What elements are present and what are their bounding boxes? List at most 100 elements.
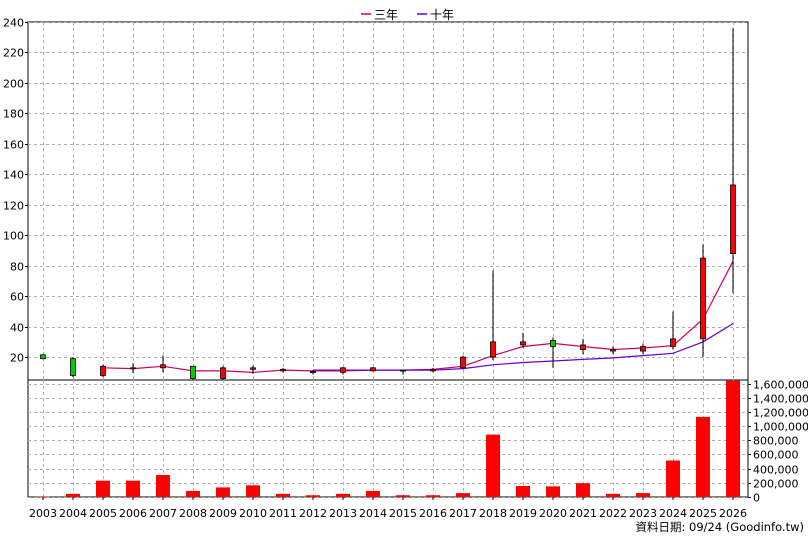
candle-body <box>670 338 676 347</box>
price-tick-label: 20 <box>10 352 24 365</box>
candle-body <box>70 358 76 376</box>
price-tick-label: 60 <box>10 291 24 304</box>
price-tick-label: 240 <box>3 17 24 30</box>
x-tick-label: 2012 <box>299 507 327 520</box>
candle-body <box>340 367 346 373</box>
volume-tick-label: 1,400,000 <box>753 393 808 406</box>
candle-body <box>100 365 106 376</box>
x-tick-label: 2026 <box>719 507 747 520</box>
price-tick-label: 40 <box>10 322 24 335</box>
volume-tick-label: 800,000 <box>753 435 799 448</box>
x-tick-label: 2020 <box>539 507 567 520</box>
x-tick-label: 2025 <box>689 507 717 520</box>
x-tick-label: 2010 <box>239 507 267 520</box>
x-tick-label: 2015 <box>389 507 417 520</box>
candle-body <box>520 341 526 346</box>
volume-tick-label: 200,000 <box>753 478 799 491</box>
x-tick-label: 2006 <box>119 507 147 520</box>
legend-label: 十年 <box>430 8 454 22</box>
candle-body <box>430 368 436 372</box>
x-tick-label: 2007 <box>149 507 177 520</box>
x-axis: 2003 2004 2005 2006 2007 2008 2009 2010 2011 2012… <box>29 497 747 520</box>
candle-body <box>550 339 556 347</box>
volume-bar <box>486 434 500 497</box>
price-tick-label: 200 <box>3 78 24 91</box>
x-tick-label: 2017 <box>449 507 477 520</box>
candle-body <box>370 367 376 372</box>
candle-body <box>220 367 226 379</box>
x-tick-label: 2022 <box>599 507 627 520</box>
price-panel: 20 40 60 80 100 120 140 160 180 200 220 240 <box>3 17 749 381</box>
x-tick-label: 2018 <box>479 507 507 520</box>
volume-bar <box>276 493 290 497</box>
candle-body <box>730 184 736 254</box>
candle-body <box>700 257 706 340</box>
candle-body <box>160 364 166 369</box>
volume-bar <box>126 480 140 497</box>
x-tick-label: 2009 <box>209 507 237 520</box>
volume-tick-label: 0 <box>753 492 760 505</box>
volume-tick-label: 1,000,000 <box>753 421 808 434</box>
candle-body <box>40 354 46 360</box>
price-plot-frame <box>27 21 749 381</box>
data-date-footnote: 資料日期: 09/24 (Goodinfo.tw) <box>635 520 804 534</box>
candle-body <box>640 346 646 352</box>
price-tick-label: 220 <box>3 47 24 60</box>
price-tick-label: 80 <box>10 261 24 274</box>
volume-bar <box>426 495 440 497</box>
volume-plot-frame <box>27 379 749 498</box>
volume-tick-label: 400,000 <box>753 464 799 477</box>
volume-panel: 0200,000400,000600,000800,0001,000,0001,… <box>27 379 808 505</box>
chart-legend: 三年 十年 <box>361 8 454 22</box>
candle-body <box>490 341 496 358</box>
x-tick-label: 2004 <box>59 507 87 520</box>
candle-body <box>280 368 286 372</box>
moving-average-line <box>313 323 734 371</box>
volume-bar <box>306 495 320 497</box>
candle-body <box>190 365 196 379</box>
volume-bar <box>156 475 170 497</box>
volume-bar <box>726 380 740 497</box>
volume-bar <box>576 483 590 497</box>
candle-body <box>400 369 406 372</box>
volume-bar <box>96 480 110 497</box>
x-tick-label: 2008 <box>179 507 207 520</box>
volume-bar <box>546 486 560 497</box>
x-tick-label: 2024 <box>659 507 687 520</box>
candle-body <box>460 356 466 369</box>
candle-body <box>250 367 256 370</box>
candle-body <box>610 349 616 352</box>
volume-bar <box>246 485 260 497</box>
volume-bar <box>36 496 50 497</box>
price-tick-label: 180 <box>3 108 24 121</box>
volume-tick-label: 1,200,000 <box>753 407 808 420</box>
volume-bar <box>216 487 230 497</box>
price-tick-label: 160 <box>3 139 24 152</box>
price-tick-label: 120 <box>3 200 24 213</box>
price-tick-label: 100 <box>3 230 24 243</box>
volume-bar <box>666 460 680 497</box>
volume-bar <box>516 486 530 497</box>
volume-tick-label: 1,600,000 <box>753 379 808 392</box>
x-tick-label: 2005 <box>89 507 117 520</box>
x-tick-label: 2011 <box>269 507 297 520</box>
volume-tick-label: 600,000 <box>753 449 799 462</box>
volume-bar <box>186 490 200 497</box>
x-tick-label: 2014 <box>359 507 387 520</box>
candle-body <box>580 344 586 350</box>
x-tick-label: 2019 <box>509 507 537 520</box>
volume-bar <box>456 493 470 497</box>
volume-bar <box>696 416 710 497</box>
legend-label: 三年 <box>374 8 398 22</box>
volume-bar <box>366 490 380 497</box>
x-tick-label: 2021 <box>569 507 597 520</box>
price-tick-label: 140 <box>3 169 24 182</box>
x-tick-label: 2003 <box>29 507 57 520</box>
x-tick-label: 2013 <box>329 507 357 520</box>
volume-bar <box>336 493 350 497</box>
candle-body <box>130 367 136 370</box>
volume-bar <box>66 493 80 497</box>
x-tick-label: 2023 <box>629 507 657 520</box>
x-tick-label: 2016 <box>419 507 447 520</box>
